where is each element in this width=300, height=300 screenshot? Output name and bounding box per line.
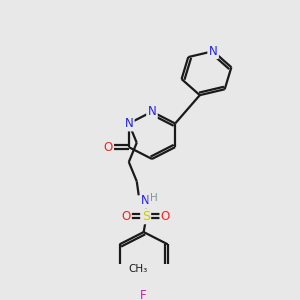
Text: S: S [142, 210, 150, 223]
Text: N: N [124, 117, 133, 130]
Text: O: O [103, 141, 112, 154]
Text: O: O [121, 210, 130, 223]
Text: F: F [140, 290, 147, 300]
Text: CH₃: CH₃ [129, 264, 148, 274]
Text: N: N [148, 105, 156, 118]
Text: N: N [141, 194, 150, 207]
Text: O: O [161, 210, 170, 223]
Text: N: N [209, 45, 218, 58]
Text: H: H [150, 193, 158, 203]
